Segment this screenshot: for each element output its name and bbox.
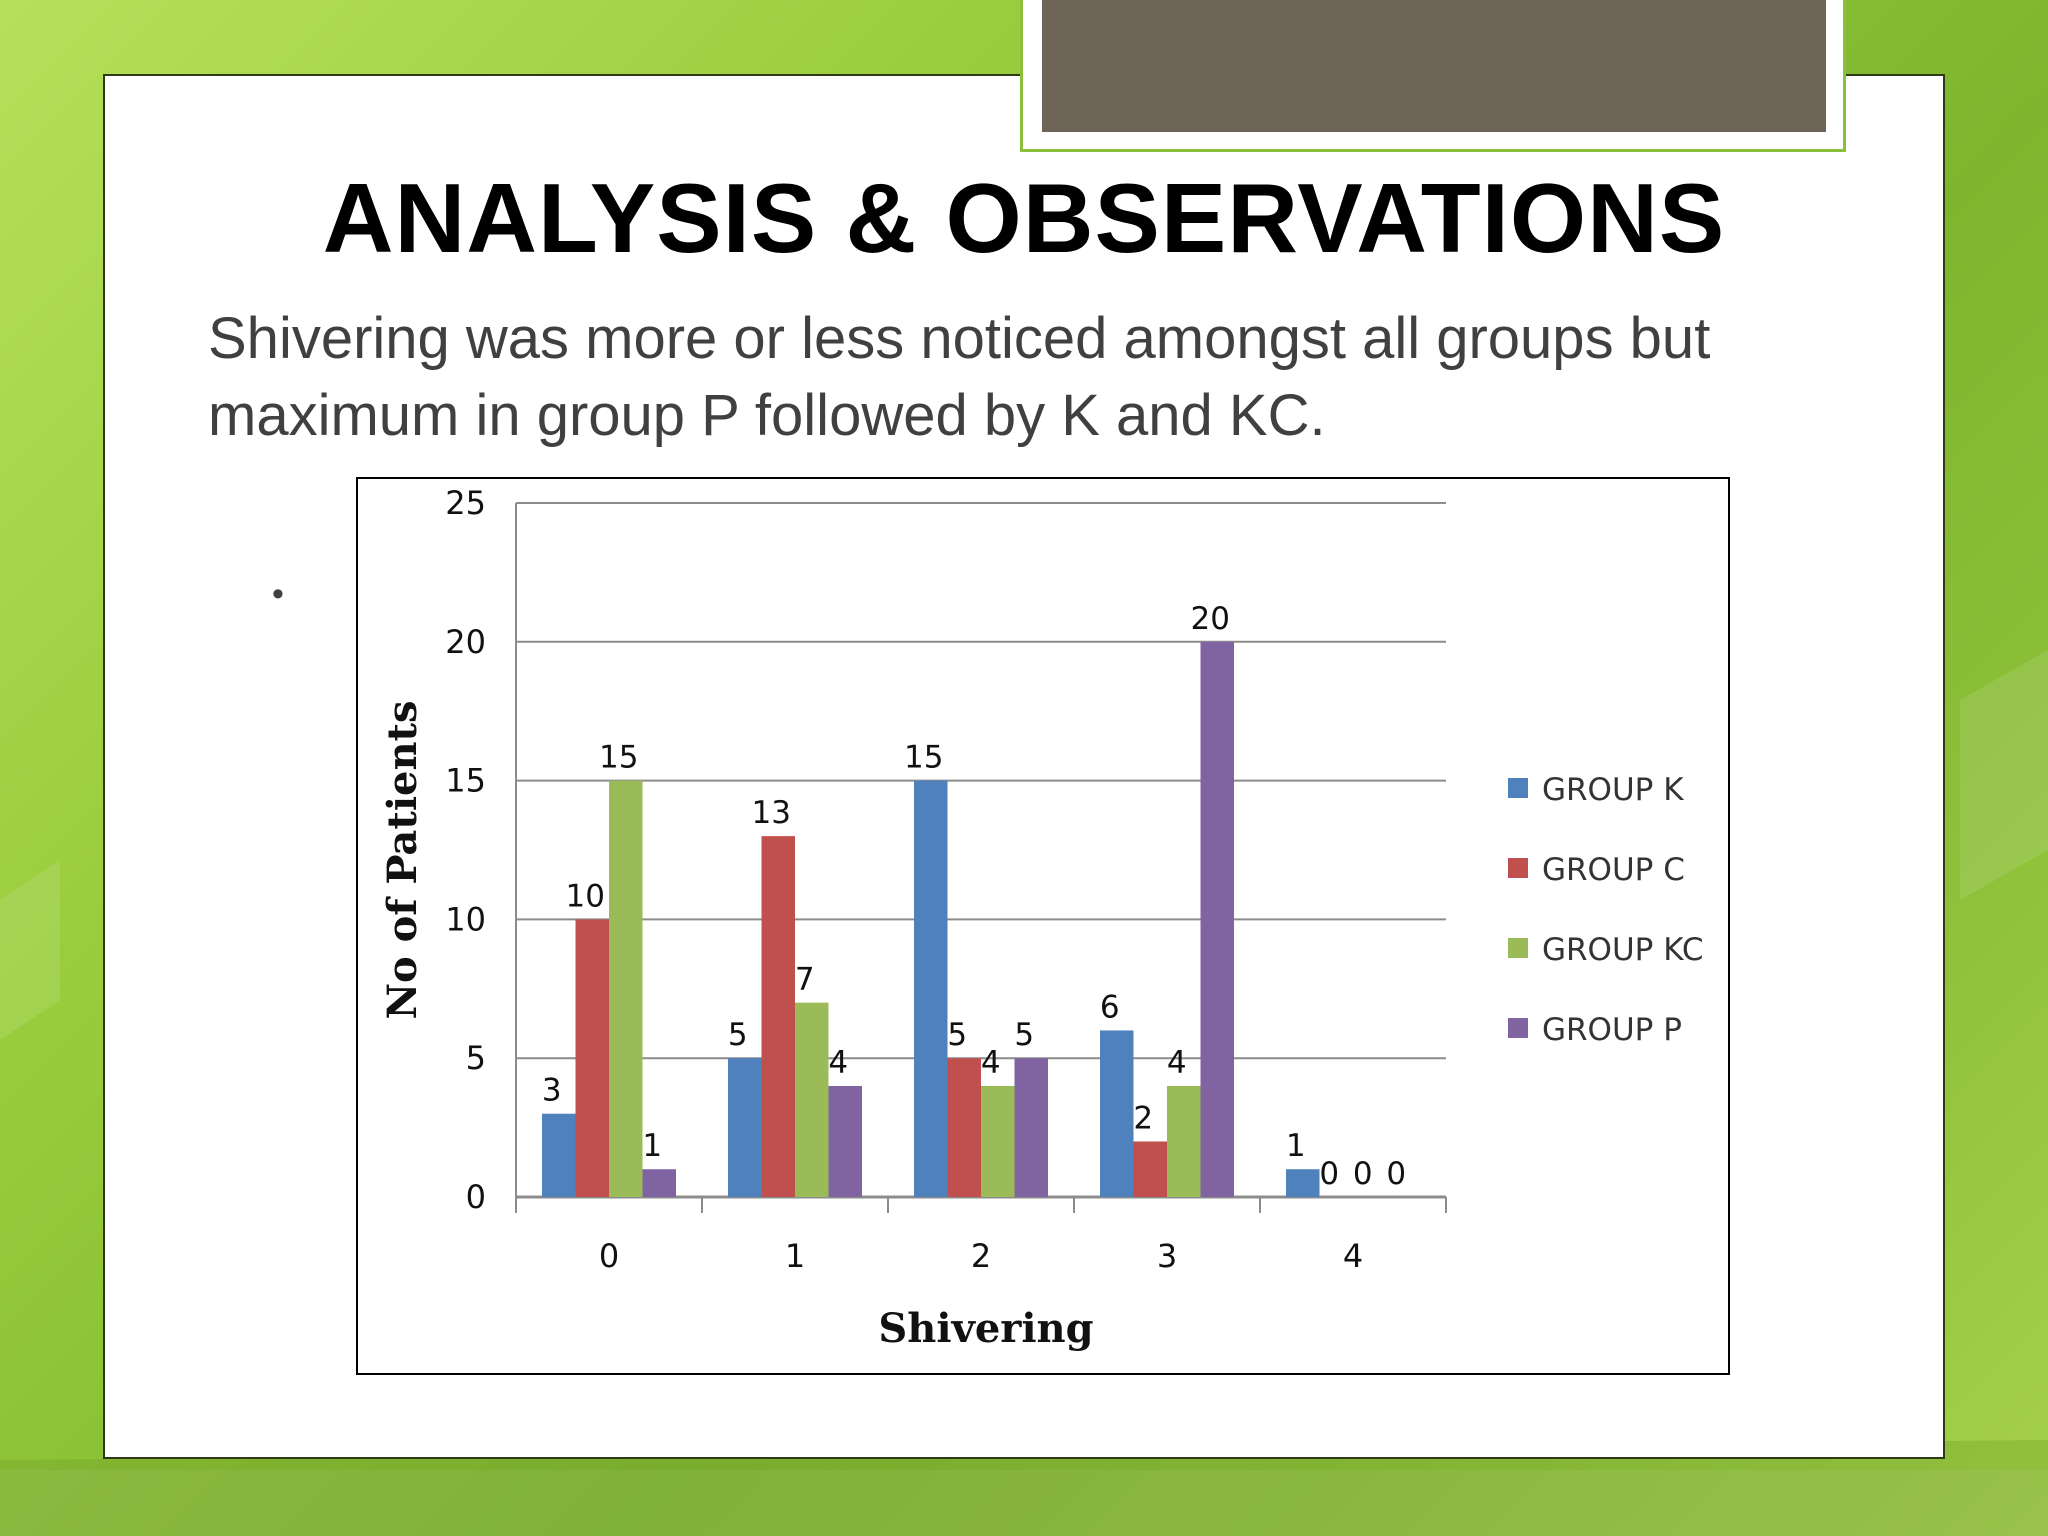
bar-group-kc-1	[795, 1002, 829, 1197]
y-axis-title: No of Patients	[379, 700, 426, 1019]
legend-swatch-group-k	[1508, 778, 1528, 798]
bar-group-k-0	[542, 1113, 576, 1197]
bar-group-kc-2	[981, 1085, 1015, 1197]
data-label-group-p-2: 5	[1014, 1017, 1034, 1053]
data-label-group-kc-0: 15	[599, 740, 638, 776]
bar-group-p-2	[1014, 1058, 1048, 1197]
y-tick-label-0: 0	[466, 1178, 486, 1216]
data-label-group-c-3: 2	[1133, 1100, 1153, 1136]
data-label-group-k-2: 15	[904, 740, 943, 776]
legend-swatch-group-p	[1508, 1018, 1528, 1038]
legend-swatch-group-c	[1508, 858, 1528, 878]
data-label-group-kc-1: 7	[795, 962, 815, 998]
slide-title: ANALYSIS & OBSERVATIONS	[322, 163, 1726, 273]
legend-label-group-kc: GROUP KC	[1542, 932, 1703, 968]
y-tick-label-15: 15	[445, 762, 486, 800]
chart-frame: 0 5 10 15 20 25 0 3 10 15 1 1 5 13 7 4 2 15 5 4 5 3 6 2 4 20 4 1 0 0 0…	[356, 477, 1730, 1375]
data-label-group-kc-2: 4	[981, 1045, 1001, 1081]
data-label-group-c-0: 10	[566, 878, 605, 914]
x-tick-label-3: 3	[1157, 1237, 1177, 1275]
bar-group-p-0	[642, 1169, 676, 1197]
y-tick-label-10: 10	[445, 900, 486, 938]
bar-group-k-1	[728, 1058, 762, 1197]
data-label-group-p-1: 4	[828, 1045, 848, 1081]
x-tick-label-4: 4	[1343, 1237, 1363, 1275]
bar-group-c-1	[761, 836, 795, 1197]
bullet-point: •	[272, 575, 284, 613]
x-axis-title: Shivering	[878, 1305, 1093, 1352]
bar-group-k-2	[914, 780, 948, 1197]
data-label-group-c-2: 5	[947, 1017, 967, 1053]
y-tick-label-5: 5	[466, 1039, 486, 1077]
data-label-group-c-4: 0	[1319, 1156, 1339, 1192]
data-label-group-p-0: 1	[642, 1128, 662, 1164]
data-label-group-kc-3: 4	[1167, 1045, 1187, 1081]
bar-group-k-4	[1286, 1169, 1320, 1197]
bar-group-p-1	[828, 1085, 862, 1197]
data-label-group-p-4: 0	[1386, 1156, 1406, 1192]
y-tick-label-20: 20	[445, 623, 486, 661]
data-label-group-kc-4: 0	[1353, 1156, 1373, 1192]
x-tick-label-2: 2	[971, 1237, 991, 1275]
data-label-group-k-4: 1	[1286, 1128, 1306, 1164]
legend-label-group-c: GROUP C	[1542, 852, 1685, 888]
x-tick-label-0: 0	[599, 1237, 619, 1275]
y-tick-label-25: 25	[445, 484, 486, 522]
bar-group-c-2	[947, 1058, 981, 1197]
bar-group-c-0	[575, 919, 609, 1197]
data-label-group-k-1: 5	[728, 1017, 748, 1053]
bar-group-kc-3	[1167, 1085, 1201, 1197]
bar-group-kc-0	[609, 780, 643, 1197]
title-tab-fill	[1042, 0, 1826, 132]
title-tab	[1020, 0, 1846, 152]
data-label-group-p-3: 20	[1191, 601, 1230, 637]
bar-group-p-3	[1200, 641, 1234, 1197]
legend-label-group-k: GROUP K	[1542, 772, 1684, 808]
slide-body-text: Shivering was more or less noticed among…	[208, 306, 1711, 448]
bar-group-c-3	[1133, 1141, 1167, 1197]
data-label-group-k-3: 6	[1100, 989, 1120, 1025]
legend-label-group-p: GROUP P	[1542, 1012, 1682, 1048]
x-tick-label-1: 1	[785, 1237, 805, 1275]
legend-swatch-group-kc	[1508, 938, 1528, 958]
data-label-group-c-1: 13	[752, 795, 791, 831]
data-label-group-k-0: 3	[542, 1073, 562, 1109]
bar-group-k-3	[1100, 1030, 1134, 1197]
